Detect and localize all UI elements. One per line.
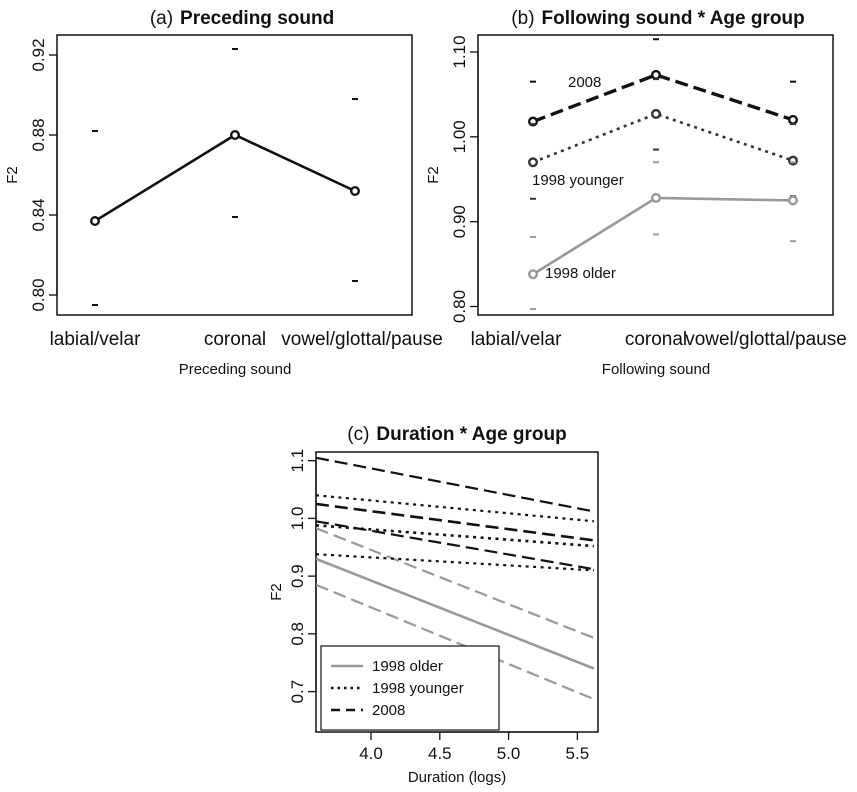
- panel-c-ci-upper-line-2008: [316, 456, 595, 513]
- panel-a-x-tick-labial: labial/velar: [50, 329, 141, 350]
- legend-label-2008: 2008: [372, 702, 405, 719]
- panel-a-x-tick-vowel: vowel/glottal/pause: [281, 329, 443, 350]
- panel-c-x-label: Duration (logs): [408, 769, 506, 786]
- panel-b-marks: [528, 38, 799, 311]
- panel-a-title-text: Preceding sound: [180, 8, 334, 29]
- panel-c-label: (c): [347, 424, 369, 445]
- panel-b-point-2008: [788, 114, 799, 125]
- panel-b-label-1998-older: 1998 older: [545, 265, 616, 282]
- panel-c-legend: 1998 older 1998 younger 2008: [320, 645, 500, 731]
- panel-b-x-label: Following sound: [602, 361, 710, 378]
- panel-c-marks: [316, 456, 595, 701]
- panel-c-title: (c) Duration * Age group: [347, 424, 567, 445]
- panel-c-y-tick-label: 0.9: [288, 564, 307, 588]
- panel-a-x-tick-coronal: coronal: [204, 329, 266, 350]
- panel-b-title-text: Following sound * Age group: [542, 8, 805, 29]
- panel-a-x-label: Preceding sound: [179, 361, 292, 378]
- panel-a: (a) Preceding sound 0.80 0.84 0.88 0.92 labi…: [4, 8, 443, 378]
- panel-a-y-tick-label: 0.92: [29, 38, 48, 71]
- panel-c: (c) Duration * Age group 0.70.80.91.01.1 …: [268, 424, 599, 786]
- panel-a-y-tick-label: 0.88: [29, 118, 48, 151]
- panel-a-y-axis: 0.80 0.84 0.88 0.92: [29, 38, 58, 312]
- panel-a-marks: [89, 48, 361, 306]
- panel-b-point-1998-older: [528, 269, 539, 280]
- panel-b-y-label: F2: [425, 166, 442, 184]
- panel-a-frame: [56, 34, 413, 316]
- panel-b-series-line-1998-older: [532, 196, 794, 276]
- panel-c-title-text: Duration * Age group: [376, 424, 566, 445]
- panel-a-label: (a): [150, 8, 173, 29]
- panel-c-y-tick-label: 0.8: [288, 622, 307, 646]
- panel-b-label-1998-younger: 1998 younger: [532, 172, 624, 189]
- panel-c-ci-lower-line-1998-younger: [316, 553, 594, 572]
- panel-c-x-tick-label: 4.0: [359, 744, 383, 763]
- panel-b-series-line-1998-younger: [532, 112, 794, 164]
- panel-b-point-1998-younger: [651, 108, 662, 119]
- panel-b-x-tick-labial: labial/velar: [471, 329, 562, 350]
- panel-c-ci-upper-line-1998-younger: [316, 494, 594, 523]
- panel-c-y-axis: 0.7 0.8 0.9 1.0 1.1: [288, 449, 317, 704]
- panel-a-point-series: [229, 129, 240, 140]
- panel-c-ci-upper-line-1998-older: [316, 527, 595, 639]
- panel-c-fit-line-2008: [316, 502, 595, 542]
- panel-b-point-2008: [651, 69, 662, 80]
- panel-c-x-tick-label: 4.5: [428, 744, 452, 763]
- panel-c-y-tick-label: 0.7: [288, 680, 307, 704]
- panel-b-point-1998-older: [651, 192, 662, 203]
- panel-c-x-tick-label: 5.5: [566, 744, 590, 763]
- panel-b-point-1998-younger: [528, 157, 539, 168]
- panel-a-y-label: F2: [4, 166, 21, 184]
- panel-b-y-tick-label: 1.10: [450, 35, 469, 68]
- panel-b-y-tick-label: 1.00: [450, 120, 469, 153]
- panel-b-label-2008: 2008: [568, 74, 601, 91]
- panel-b-x-tick-coronal: coronal: [625, 329, 687, 350]
- panel-a-point-series: [350, 185, 361, 196]
- panel-b-label: (b): [511, 8, 534, 29]
- panel-a-series-line-series: [94, 133, 356, 223]
- panel-a-point-series: [89, 215, 100, 226]
- panel-b-y-tick-label: 0.80: [450, 290, 469, 323]
- panel-c-y-tick-label: 1.1: [288, 449, 307, 473]
- panel-c-ci-lower-line-1998-older: [316, 583, 595, 701]
- panel-b-y-tick-label: 0.90: [450, 205, 469, 238]
- panel-b: (b) Following sound * Age group 0.80 0.90 1…: [425, 8, 847, 378]
- panel-b-title: (b) Following sound * Age group: [511, 8, 804, 29]
- panel-c-fit-line-1998-older: [316, 557, 595, 670]
- legend-label-1998-younger: 1998 younger: [372, 680, 464, 697]
- panel-b-x-tick-vowel: vowel/glottal/pause: [685, 329, 847, 350]
- panel-b-y-axis: 0.80 0.90 1.00 1.10: [450, 35, 479, 323]
- panel-c-plot-area: [316, 456, 595, 701]
- panel-a-y-tick-label: 0.80: [29, 278, 48, 311]
- panel-b-point-1998-older: [788, 195, 799, 206]
- panel-c-ci-lower-line-2008: [316, 520, 595, 571]
- panel-a-title: (a) Preceding sound: [150, 8, 334, 29]
- panel-b-series-line-2008: [532, 73, 794, 124]
- panel-a-y-tick-label: 0.84: [29, 198, 48, 231]
- panel-c-y-tick-label: 1.0: [288, 507, 307, 531]
- legend-label-1998-older: 1998 older: [372, 658, 443, 675]
- panel-c-x-tick-label: 5.0: [497, 744, 521, 763]
- panel-c-x-axis: 4.0 4.5 5.0 5.5: [359, 731, 590, 763]
- panel-c-y-label: F2: [268, 583, 285, 601]
